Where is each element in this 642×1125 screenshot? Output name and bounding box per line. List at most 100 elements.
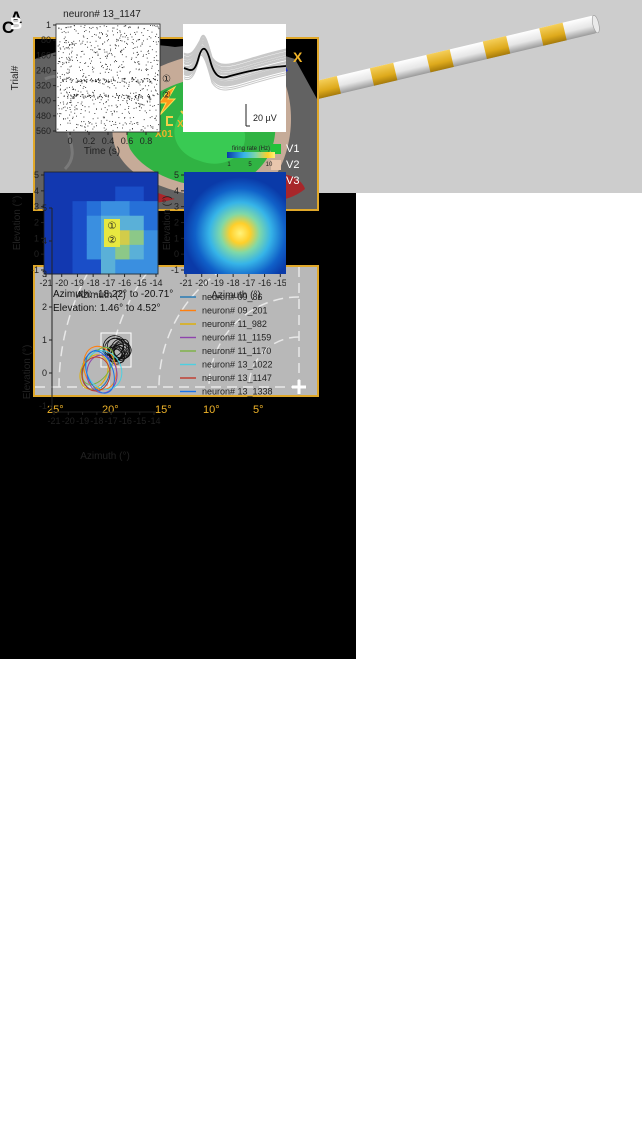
contour-axes [51,208,156,413]
colorbar-tick: 5 [248,162,252,168]
heatmap-cell [143,186,159,202]
heatmap-ytick: 1 [34,233,39,243]
gaussian-ytick: 1 [174,233,179,243]
heatmap-marker-2: ② [108,235,117,246]
panel-b-letter: B [10,14,23,33]
raster-marker-2: ② [162,90,171,101]
raster-xtick: 0.6 [121,136,134,146]
gaussian-ytick: 2 [174,218,179,228]
contour-ytick: 4 [42,236,47,246]
heatmap-cell [129,215,145,231]
legend-swatch [271,144,281,154]
site-label-x01: X01 [155,129,173,140]
raster-xtick: 0.2 [83,136,96,146]
heatmap-cell [129,259,145,275]
contour-xtick: -20 [62,416,75,426]
heatmap-cell [72,230,88,246]
heatmap-cell [129,244,145,260]
heatmap-cell [143,244,159,260]
contour-ytick: 0 [42,368,47,378]
heatmap-cell [86,259,102,275]
gaussian-xlabel: Azimuth (°) [211,290,261,301]
gaussian-xtick: -18 [227,278,240,288]
gaussian-xtick: -16 [258,278,271,288]
panel-c-letter: C [2,18,15,37]
heatmap-cell [72,186,88,202]
waveform-traces [183,34,286,91]
raster-title: neuron# 13_1147 [63,9,141,20]
heatmap-cell [101,201,116,217]
legend-label: neuron# 11_982 [202,319,267,329]
heatmap-cell [101,244,116,260]
contour-ytick: 1 [42,335,47,345]
rf-contours [79,345,123,394]
heatmap-ytick: 3 [34,202,39,212]
gaussian-fit [184,172,286,274]
probe-label: X [293,49,303,65]
contour-xtick: -19 [76,416,89,426]
gaussian-ytick: 5 [174,170,179,180]
heatmap-cell [143,172,159,188]
heatmap-cell [143,259,159,275]
heatmap-cell [44,172,59,188]
gaussian-ylabel: Elevation (°) [162,196,173,251]
heatmap-cell [86,230,102,246]
waveform-mean [183,47,286,79]
colorbar [227,152,275,158]
raster-spikes [57,25,160,132]
visual-field-box: Azimuth: -18.22° to -20.71° Elevation: 1… [33,265,319,397]
azimuth-range: Azimuth: -18.22° to -20.71° [53,289,174,300]
degree-label: 25° [47,404,64,416]
heatmap-xtick: -14 [149,278,162,288]
raster-ytick: 240 [36,65,51,75]
colorbar-tick: 10 [266,162,273,168]
heatmap-cell [129,230,145,246]
heatmap-xtick: -18 [87,278,100,288]
degree-axis: 25° 20° 15° 10° 5° [47,404,287,418]
contour-xlabel: Azimuth (°) [80,451,130,462]
probe-contact-band [482,36,511,60]
heatmap-cell [44,186,59,202]
heatmap-cell [115,244,130,260]
gaussian-ytick: -1 [171,265,179,275]
contour-xtick: -18 [90,416,103,426]
probe-contact-band [313,76,341,100]
heatmap-cell [115,172,130,188]
heatmap-cell [58,201,73,217]
panel-a-letter: A [10,8,23,27]
heatmap-ytick: 4 [34,186,39,196]
heatmap-cell [58,172,73,188]
contour-ytick: -1 [39,401,47,411]
heatmap-ylabel: Elevation (°) [12,196,23,251]
heatmap-marker-1: ① [108,221,117,232]
heatmap-xtick: -15 [134,278,147,288]
legend-label: neuron# 11_1170 [202,346,271,356]
heatmap-xtick: -19 [71,278,84,288]
heatmap-cell [44,244,59,260]
heatmap-cell [86,186,102,202]
probe-contact-band [426,49,454,73]
raster-xtick: 0.4 [102,136,115,146]
heatmap-cell [72,215,88,231]
heatmap-cell [129,201,145,217]
legend-label: neuron# 09_86 [202,292,263,302]
legend-label: neuron# 09_201 [202,306,268,316]
gaussian-xtick: -17 [242,278,255,288]
contour-xtick: -16 [119,416,132,426]
heatmap-cell [143,230,159,246]
legend-label: neuron# 13_1147 [202,373,272,383]
contour-xtick: -17 [105,416,118,426]
raster-ytick: 80 [41,35,51,45]
elevation-range: Elevation: 1.46° to 4.52° [53,303,161,314]
gaussian-xtick: -20 [195,278,208,288]
raster-ytick: 160 [36,50,51,60]
heatmap-xtick: -16 [118,278,131,288]
heatmap-cell [58,244,73,260]
rf-contour [81,356,111,392]
scale-bar-label: 20 µV [253,113,277,123]
panel-c: C neuron# 13_1147 1 80 160 240 320 400 48 [0,9,286,1125]
rf-contour [85,350,123,390]
degree-label: 15° [155,404,172,416]
heatmap-cell [44,259,59,275]
heatmap-cell [86,201,102,217]
